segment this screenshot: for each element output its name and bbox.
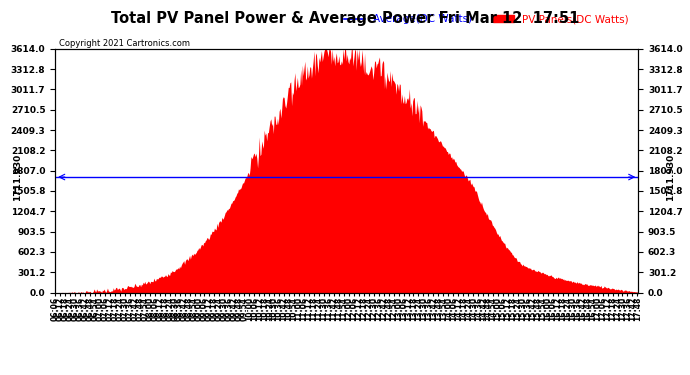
Text: 1711.930: 1711.930: [666, 153, 675, 201]
Legend: Average(DC Watts), PV Panels(DC Watts): Average(DC Watts), PV Panels(DC Watts): [339, 10, 633, 28]
Text: Copyright 2021 Cartronics.com: Copyright 2021 Cartronics.com: [59, 39, 190, 48]
Text: 1711.930: 1711.930: [13, 153, 22, 201]
Text: Total PV Panel Power & Average Power Fri Mar 12  17:51: Total PV Panel Power & Average Power Fri…: [111, 11, 579, 26]
